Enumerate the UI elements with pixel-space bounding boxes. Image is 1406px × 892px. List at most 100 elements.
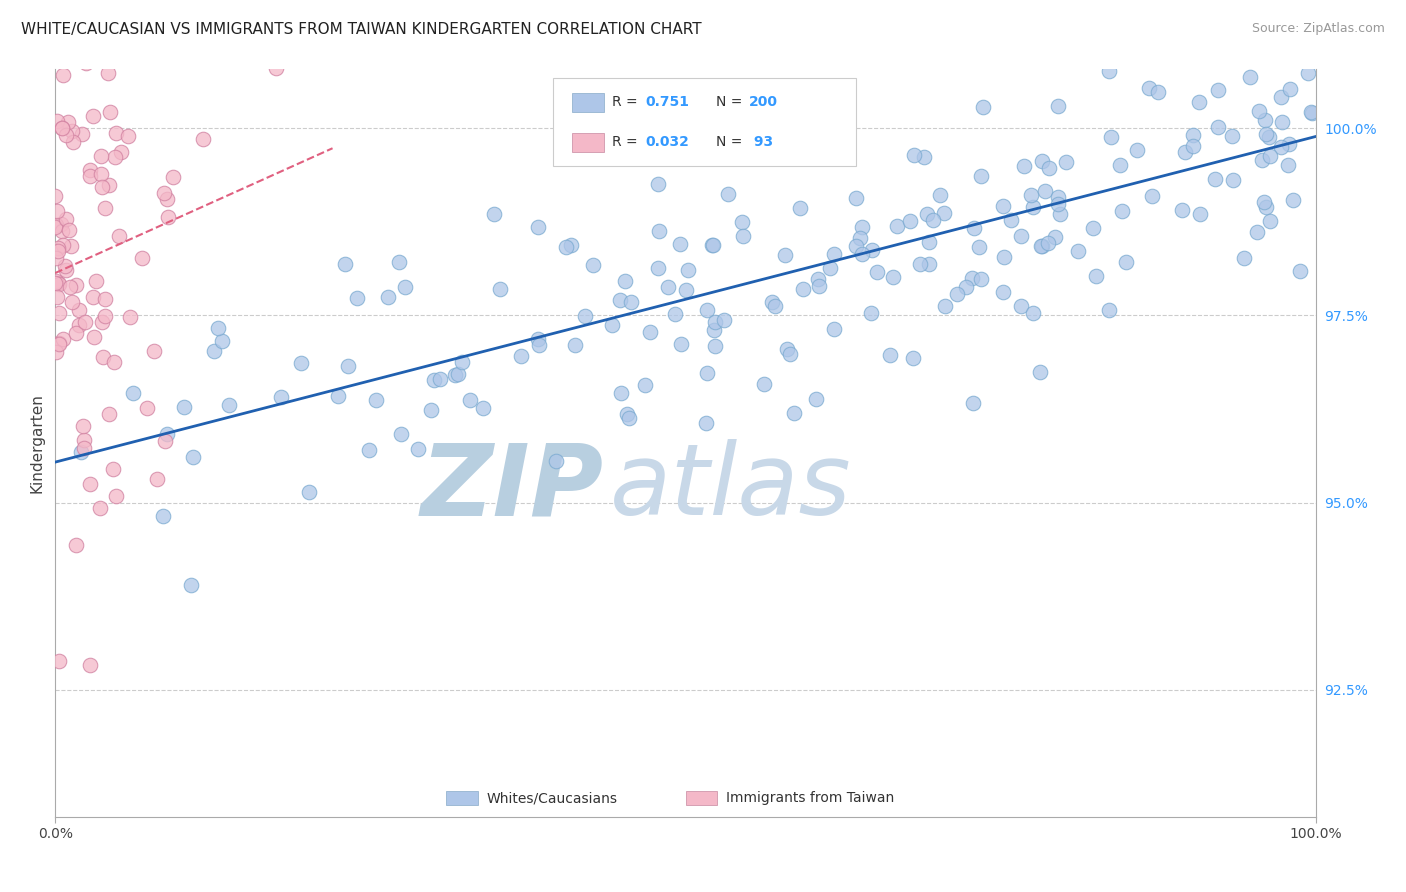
Point — [616, 407, 638, 421]
Point — [173, 401, 195, 415]
Point — [792, 282, 814, 296]
Point — [1188, 95, 1211, 109]
Text: WHITE/CAUCASIAN VS IMMIGRANTS FROM TAIWAN KINDERGARTEN CORRELATION CHART: WHITE/CAUCASIAN VS IMMIGRANTS FROM TAIWA… — [21, 22, 702, 37]
Point — [696, 366, 718, 380]
Point — [72, 418, 94, 433]
Point — [458, 393, 481, 408]
Point — [851, 246, 873, 260]
Point — [388, 255, 411, 269]
Point — [1220, 128, 1243, 143]
Point — [807, 272, 830, 286]
Point — [264, 62, 287, 76]
Text: R =: R = — [613, 95, 638, 109]
Point — [972, 100, 994, 114]
FancyBboxPatch shape — [686, 791, 717, 805]
Point — [447, 368, 470, 382]
Point — [110, 145, 132, 159]
Point — [700, 237, 723, 252]
Point — [65, 538, 87, 552]
Point — [1097, 24, 1119, 38]
Point — [845, 238, 868, 252]
Point — [408, 442, 430, 457]
Point — [730, 215, 752, 229]
Point — [668, 236, 690, 251]
Text: N =: N = — [716, 95, 742, 109]
Point — [45, 218, 67, 232]
Point — [44, 188, 66, 202]
Point — [51, 121, 73, 136]
Point — [1126, 143, 1149, 157]
Point — [73, 433, 96, 447]
Point — [1233, 251, 1256, 265]
Point — [108, 229, 131, 244]
Point — [647, 260, 669, 275]
Point — [808, 278, 831, 293]
Point — [962, 395, 984, 409]
Point — [617, 411, 640, 425]
Point — [181, 450, 204, 464]
Point — [526, 332, 548, 346]
Point — [83, 330, 105, 344]
Point — [1101, 130, 1123, 145]
Point — [270, 390, 292, 404]
Point — [717, 187, 740, 202]
Point — [825, 113, 848, 128]
Point — [898, 213, 921, 227]
Point — [823, 322, 845, 336]
Point — [929, 187, 952, 202]
Point — [1270, 140, 1292, 154]
Point — [1038, 161, 1060, 175]
Point — [75, 55, 97, 70]
Point — [754, 376, 776, 391]
Point — [1043, 230, 1066, 244]
Point — [489, 282, 512, 296]
Point — [1258, 130, 1281, 145]
Point — [695, 416, 717, 430]
Point — [1000, 213, 1022, 227]
Point — [65, 278, 87, 293]
Point — [444, 368, 467, 383]
Point — [82, 109, 104, 123]
Point — [960, 270, 983, 285]
Point — [818, 261, 841, 276]
Point — [153, 186, 176, 200]
Point — [1222, 173, 1244, 187]
Point — [82, 290, 104, 304]
Point — [1022, 306, 1045, 320]
Point — [620, 295, 643, 310]
Point — [946, 286, 969, 301]
Point — [482, 207, 505, 221]
Point — [364, 393, 387, 408]
Point — [613, 274, 636, 288]
Point — [1279, 81, 1302, 95]
Point — [180, 578, 202, 592]
Point — [1022, 200, 1045, 214]
Point — [775, 342, 797, 356]
Point — [72, 10, 94, 24]
Point — [510, 349, 533, 363]
Point — [703, 323, 725, 337]
Point — [915, 207, 938, 221]
Point — [1098, 302, 1121, 317]
Point — [52, 68, 75, 82]
Point — [90, 180, 112, 194]
Point — [1046, 190, 1069, 204]
Point — [921, 213, 943, 227]
Point — [218, 398, 240, 412]
Point — [98, 105, 121, 120]
Point — [970, 169, 993, 183]
Point — [1031, 239, 1053, 253]
Point — [60, 124, 83, 138]
Point — [357, 443, 380, 458]
Point — [207, 320, 229, 334]
Point — [783, 406, 806, 420]
Point — [610, 385, 633, 400]
Point — [290, 356, 312, 370]
Point — [1254, 201, 1277, 215]
Point — [1271, 115, 1294, 129]
Point — [600, 318, 623, 332]
Point — [796, 107, 818, 121]
Point — [1014, 159, 1036, 173]
Point — [908, 257, 931, 271]
Point — [46, 276, 69, 290]
